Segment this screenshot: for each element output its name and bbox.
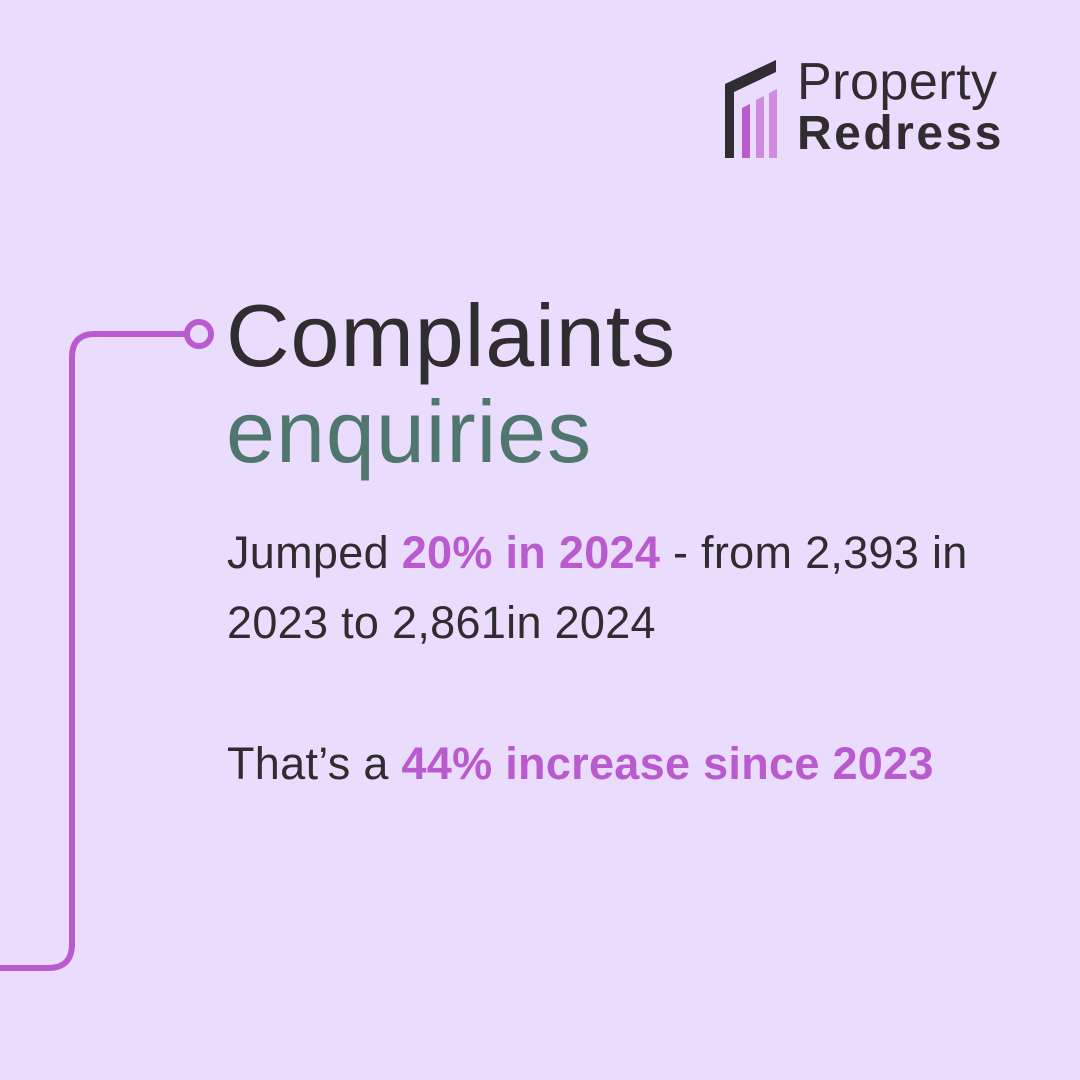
stat1-suffix: - from 2,393 in 2023 to 2,861in 2024 [227, 527, 968, 648]
title-line1: Complaints [226, 286, 677, 385]
title-line2: enquiries [226, 382, 593, 481]
connector-node [184, 319, 214, 349]
stat-paragraph-1: Jumped 20% in 2024 - from 2,393 in 2023 … [227, 518, 987, 658]
stat1-highlight: 20% in 2024 [401, 527, 661, 578]
stat-paragraph-2: That’s a 44% increase since 2023 [227, 729, 987, 799]
house-bars-logo-icon [725, 60, 777, 158]
stat1-prefix: Jumped [227, 527, 402, 578]
page-title: Complaints enquiries [226, 288, 676, 480]
brand-name-line1: Property [797, 53, 998, 111]
stat2-prefix: That’s a [227, 738, 402, 789]
brand-logo: Property Redress [718, 53, 1038, 168]
stat2-highlight: 44% increase since 2023 [401, 738, 934, 789]
brand-name-line2: Redress [797, 107, 1004, 160]
